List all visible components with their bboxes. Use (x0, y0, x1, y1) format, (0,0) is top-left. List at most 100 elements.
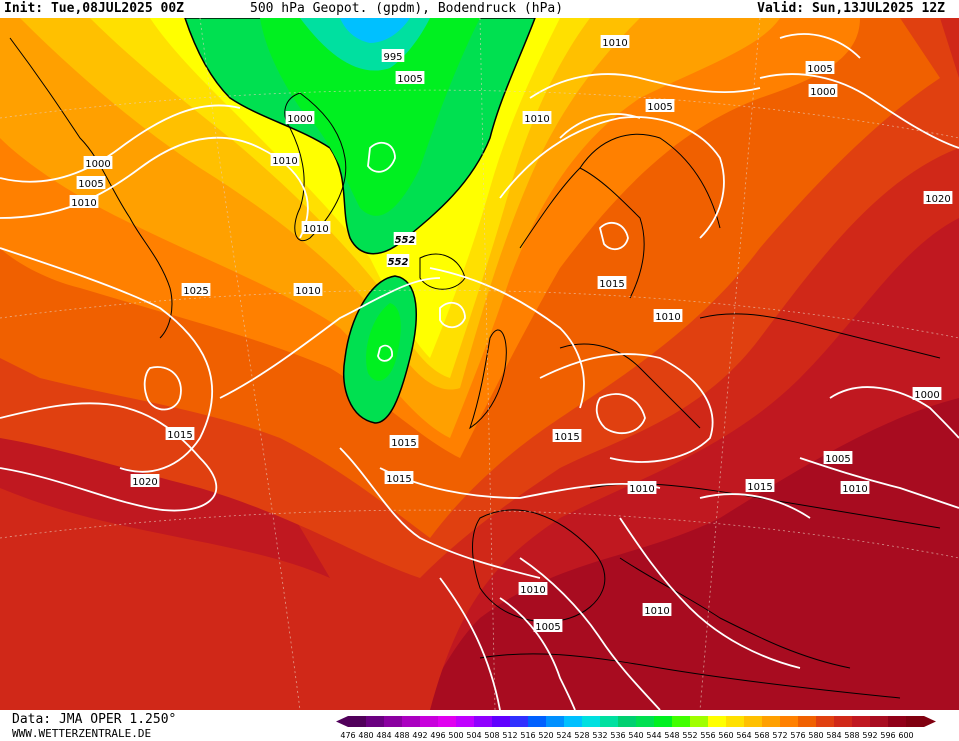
isobar-label: 1005 (78, 179, 103, 190)
isobar-label-bg (912, 387, 942, 400)
map-header: Init: Tue,08JUL2025 00Z 500 hPa Geopot. … (0, 0, 959, 18)
scale-arrow-right (924, 716, 936, 727)
scale-swatch (456, 716, 474, 727)
isobar-label-bg (597, 276, 627, 289)
scale-swatch (474, 716, 492, 727)
scale-tick-label: 592 (862, 731, 877, 740)
isobar-label-bg (181, 283, 211, 296)
init-time: Init: Tue,08JUL2025 00Z (4, 1, 185, 16)
isobar-label: 1000 (914, 390, 939, 401)
isobar-label-bg (805, 61, 835, 74)
scale-tick-label: 560 (718, 731, 733, 740)
scale-swatch (888, 716, 906, 727)
geopotential-label-bg (386, 254, 410, 267)
data-source: Data: JMA OPER 1.250° (12, 712, 177, 727)
scale-swatch (744, 716, 762, 727)
isobar-label: 995 (383, 52, 402, 63)
isobar-label-bg (645, 99, 675, 112)
scale-tick-label: 568 (754, 731, 769, 740)
scale-swatch (546, 716, 564, 727)
geopotential-label-bg (393, 232, 417, 245)
isobar-label-bg (165, 427, 195, 440)
scale-swatch (438, 716, 456, 727)
scale-swatch (348, 716, 366, 727)
isobar-label: 1010 (655, 312, 680, 323)
valid-time: Valid: Sun,13JUL2025 12Z (757, 1, 945, 16)
isobar-label-bg (653, 309, 683, 322)
scale-swatch (780, 716, 798, 727)
isobar-label-bg (293, 283, 323, 296)
isobar-label-bg (808, 84, 838, 97)
scale-tick-label: 588 (844, 731, 859, 740)
isobar-label-bg (69, 195, 99, 208)
scale-tick-label: 476 (340, 731, 355, 740)
isobar-label: 1005 (825, 454, 850, 465)
scale-tick-label: 576 (790, 731, 805, 740)
scale-tick-label: 488 (394, 731, 409, 740)
isobar-label: 1010 (644, 606, 669, 617)
isobar-label-bg (840, 481, 870, 494)
isobar-label-bg (600, 35, 630, 48)
scale-swatch (834, 716, 852, 727)
isobar-label: 1025 (183, 286, 208, 297)
scale-swatch (708, 716, 726, 727)
isobar-label-bg (642, 603, 672, 616)
scale-tick-label: 520 (538, 731, 553, 740)
trough-inner-3 (340, 18, 410, 43)
isobar-label: 1010 (71, 198, 96, 209)
isobar-label-bg (270, 153, 300, 166)
isobar-label-bg (384, 471, 414, 484)
scale-swatch (690, 716, 708, 727)
scale-swatch (870, 716, 888, 727)
scale-tick-label: 552 (682, 731, 697, 740)
trough-inner-1 (260, 18, 480, 216)
isobar-label: 1015 (167, 430, 192, 441)
isobar-label: 1015 (599, 279, 624, 290)
isobar-label-bg (381, 49, 405, 62)
isobar-label: 1005 (535, 622, 560, 633)
isobar-label-bg (522, 111, 552, 124)
isobar-label: 1010 (842, 484, 867, 495)
scale-swatch (492, 716, 510, 727)
isobars (0, 33, 959, 710)
scale-tick-label: 528 (574, 731, 589, 740)
scale-tick-label: 540 (628, 731, 643, 740)
scale-swatch (384, 716, 402, 727)
contour-labels: 1000 1005 1010 995 1005 1000 1010 1010 1005 1000 1… (69, 35, 953, 633)
scale-tick-label: 500 (448, 731, 463, 740)
isobar-label: 1005 (397, 74, 422, 85)
scale-swatch (618, 716, 636, 727)
scale-tick-label: 544 (646, 731, 661, 740)
scale-swatch (366, 716, 384, 727)
isobar-label-bg (285, 111, 315, 124)
scale-swatch (672, 716, 690, 727)
isobar-label: 1015 (554, 432, 579, 443)
scale-swatch (762, 716, 780, 727)
scale-tick-label: 504 (466, 731, 481, 740)
color-scale: 476 480 484 488 492 496 500 504 508 512 516 520 524 5… (336, 716, 936, 740)
isobar-label-bg (389, 435, 419, 448)
scale-tick-label: 508 (484, 731, 499, 740)
cutoff-low-inner (366, 303, 401, 381)
scale-swatch (510, 716, 528, 727)
scale-tick-label: 524 (556, 731, 571, 740)
scale-swatch (564, 716, 582, 727)
scale-tick-label: 484 (376, 731, 391, 740)
isobar-label: 1010 (295, 286, 320, 297)
scale-arrow-left (336, 716, 348, 727)
scale-swatch (402, 716, 420, 727)
scale-swatch (852, 716, 870, 727)
isobar-label-bg (301, 221, 331, 234)
scale-tick-label: 536 (610, 731, 625, 740)
isobar-label: 1000 (287, 114, 312, 125)
scale-swatch (582, 716, 600, 727)
isobar-label-bg (395, 71, 425, 84)
scale-swatch (816, 716, 834, 727)
isobar-label: 1010 (520, 585, 545, 596)
scale-swatch (798, 716, 816, 727)
isobar-label-bg (130, 474, 160, 487)
isobar-label: 1000 (810, 87, 835, 98)
scale-tick-label: 548 (664, 731, 679, 740)
scale-tick-label: 580 (808, 731, 823, 740)
weather-map: 1000 1005 1010 995 1005 1000 1010 1010 1005 1000 1… (0, 18, 959, 710)
